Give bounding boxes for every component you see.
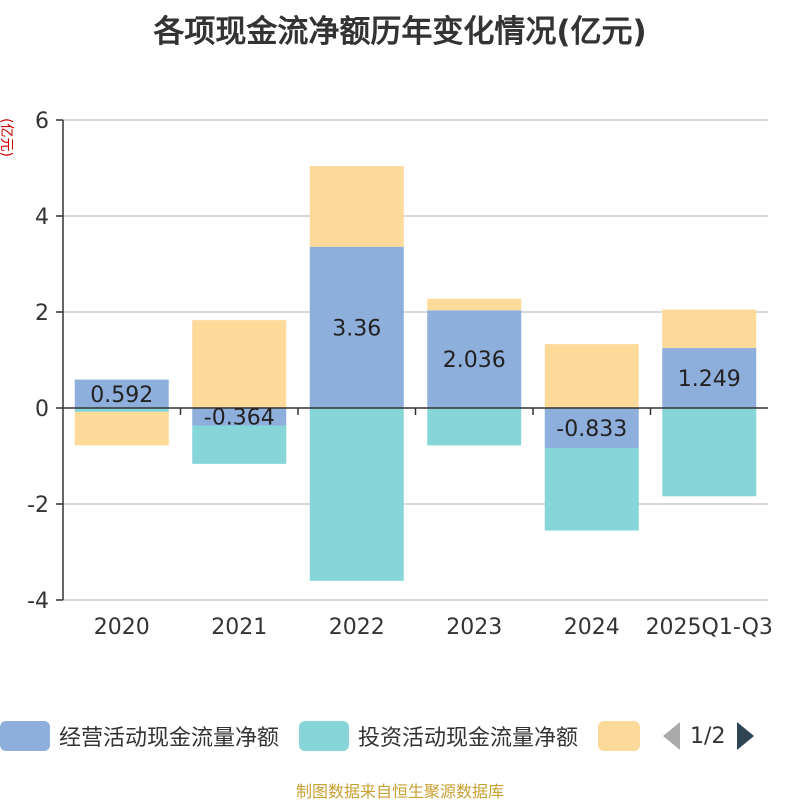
legend-swatch-operating <box>0 721 50 751</box>
y-tick-label: -4 <box>27 589 49 614</box>
x-tick-label: 2025Q1-Q3 <box>646 615 773 640</box>
legend-label-operating: 经营活动现金流量净额 <box>59 726 280 751</box>
source-note: 制图数据来自恒生聚源数据库 <box>295 782 504 801</box>
y-tick-label: -2 <box>27 493 49 518</box>
legend-page-indicator: 1/2 <box>690 723 726 749</box>
legend-item-operating[interactable]: 经营活动现金流量净额 <box>0 720 279 752</box>
x-tick-label: 2024 <box>564 615 620 640</box>
bar-series2-2021[interactable] <box>192 320 287 408</box>
bar-series1-2025Q1-Q3[interactable] <box>662 408 757 497</box>
legend-item-financing[interactable] <box>598 721 649 751</box>
bar-series0-2020[interactable] <box>74 379 169 408</box>
bar-series2-2023[interactable] <box>427 298 522 311</box>
bar-series2-2022[interactable] <box>309 166 404 247</box>
bar-series1-2023[interactable] <box>427 408 522 446</box>
bar-data-label: -0.364 <box>204 406 275 431</box>
legend-item-investing[interactable]: 投资活动现金流量净额 <box>299 720 578 752</box>
bar-series0-2023[interactable] <box>427 310 522 408</box>
x-tick-label: 2020 <box>94 615 150 640</box>
bar-series0-2021[interactable] <box>192 408 287 426</box>
bar-series2-2024[interactable] <box>544 344 639 408</box>
bar-series1-2024[interactable] <box>544 447 639 531</box>
y-tick-label: 4 <box>35 205 49 230</box>
bar-series1-2022[interactable] <box>309 408 404 581</box>
bar-series0-2024[interactable] <box>544 408 639 448</box>
bar-data-label: 2.036 <box>443 348 506 373</box>
bar-series1-2020[interactable] <box>74 408 169 412</box>
legend-next-icon[interactable] <box>737 722 755 750</box>
chart-plot: (亿元) -4 -2 0 2 4 6 2020 2021 2022 2023 2024 2025Q1-… <box>0 109 773 640</box>
bar-data-label: 1.249 <box>678 367 741 392</box>
legend-swatch-financing <box>598 721 641 751</box>
legend: 经营活动现金流量净额 投资活动现金流量净额 1/2 <box>0 716 800 756</box>
bar-series0-2025Q1-Q3[interactable] <box>662 348 757 408</box>
bar-series1-2021[interactable] <box>192 425 287 464</box>
x-tick-label: 2021 <box>211 615 267 640</box>
x-tick-label: 2022 <box>329 615 385 640</box>
bar-data-label: -0.833 <box>556 417 627 442</box>
y-tick-label: 2 <box>35 301 49 326</box>
y-tick-label: 0 <box>35 397 49 422</box>
bar-series0-2022[interactable] <box>309 246 404 408</box>
y-axis-label: (亿元) <box>0 118 14 157</box>
legend-label-investing: 投资活动现金流量净额 <box>358 726 579 751</box>
bar-data-label: 3.36 <box>332 316 381 341</box>
bar-series2-2020[interactable] <box>74 411 169 446</box>
legend-prev-icon[interactable] <box>663 722 681 750</box>
y-tick-label: 6 <box>35 109 49 134</box>
legend-swatch-investing <box>299 721 350 751</box>
x-tick-label: 2023 <box>446 615 502 640</box>
bar-series2-2025Q1-Q3[interactable] <box>662 309 757 349</box>
chart-title: 各项现金流净额历年变化情况(亿元) <box>153 14 647 50</box>
legend-pager: 1/2 <box>663 722 755 750</box>
bar-data-label: 0.592 <box>90 383 153 408</box>
